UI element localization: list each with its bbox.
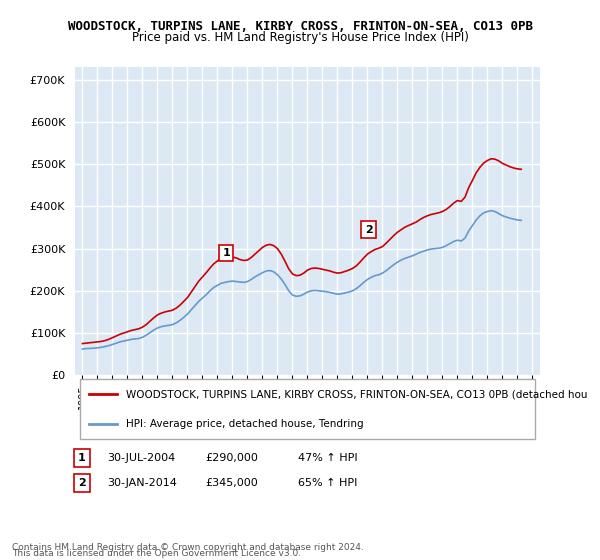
Text: WOODSTOCK, TURPINS LANE, KIRBY CROSS, FRINTON-ON-SEA, CO13 0PB (detached hou: WOODSTOCK, TURPINS LANE, KIRBY CROSS, FR… <box>126 389 587 399</box>
Text: HPI: Average price, detached house, Tendring: HPI: Average price, detached house, Tend… <box>126 418 364 428</box>
Text: 2: 2 <box>78 478 86 488</box>
Text: This data is licensed under the Open Government Licence v3.0.: This data is licensed under the Open Gov… <box>12 549 301 558</box>
Text: 1: 1 <box>78 453 86 463</box>
Text: Contains HM Land Registry data © Crown copyright and database right 2024.: Contains HM Land Registry data © Crown c… <box>12 543 364 552</box>
Text: 2: 2 <box>365 225 373 235</box>
Text: 1: 1 <box>223 248 230 258</box>
Text: £290,000: £290,000 <box>205 453 258 463</box>
Text: 65% ↑ HPI: 65% ↑ HPI <box>298 478 358 488</box>
Text: 30-JAN-2014: 30-JAN-2014 <box>107 478 178 488</box>
FancyBboxPatch shape <box>80 379 535 439</box>
Text: £345,000: £345,000 <box>205 478 258 488</box>
Text: Price paid vs. HM Land Registry's House Price Index (HPI): Price paid vs. HM Land Registry's House … <box>131 31 469 44</box>
Text: 30-JUL-2004: 30-JUL-2004 <box>107 453 176 463</box>
Text: WOODSTOCK, TURPINS LANE, KIRBY CROSS, FRINTON-ON-SEA, CO13 0PB: WOODSTOCK, TURPINS LANE, KIRBY CROSS, FR… <box>67 20 533 32</box>
Text: 47% ↑ HPI: 47% ↑ HPI <box>298 453 358 463</box>
